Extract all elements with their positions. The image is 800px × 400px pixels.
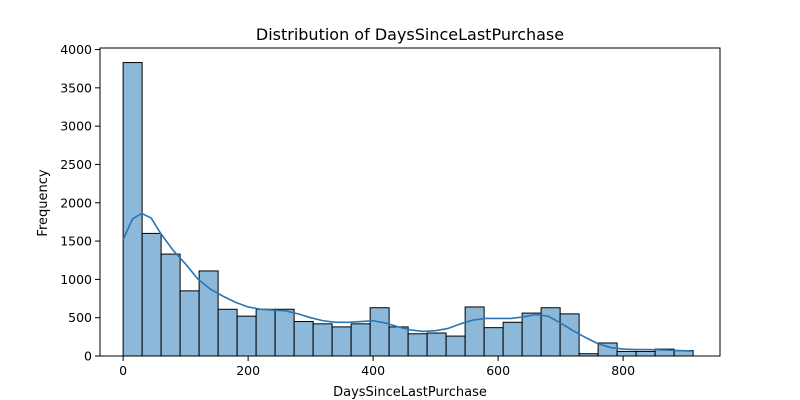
histogram-bar xyxy=(616,350,637,357)
histogram-bar xyxy=(122,62,143,357)
x-axis-label: DaysSinceLastPurchase xyxy=(333,385,487,400)
x-tick-label: 0 xyxy=(119,363,127,378)
histogram-bar xyxy=(350,323,371,357)
histogram-bar xyxy=(635,350,656,357)
y-tick-label: 3500 xyxy=(60,80,92,95)
bars-layer xyxy=(122,62,694,357)
y-tick-label: 3000 xyxy=(60,119,92,134)
histogram-bar xyxy=(388,326,409,357)
histogram-bar xyxy=(274,308,295,357)
plot-frame xyxy=(99,47,721,357)
x-tick-label: 600 xyxy=(486,363,510,378)
y-tick-label: 4000 xyxy=(60,42,92,57)
y-axis-label: Frequency xyxy=(36,169,51,236)
histogram-bar xyxy=(369,307,390,357)
histogram-bar xyxy=(312,323,333,357)
x-tick-label: 400 xyxy=(361,363,385,378)
histogram-bar xyxy=(236,315,257,357)
x-tick-label: 800 xyxy=(611,363,635,378)
histogram-bar xyxy=(160,253,181,357)
y-tick-label: 0 xyxy=(84,349,92,364)
chart-title: Distribution of DaysSinceLastPurchase xyxy=(256,25,564,44)
histogram-bar xyxy=(179,290,200,357)
kde-line xyxy=(122,212,692,352)
histogram-bar xyxy=(293,321,314,357)
histogram-bar xyxy=(521,312,542,357)
histogram-bar xyxy=(217,308,238,357)
histogram-bar xyxy=(255,308,276,357)
y-tick-label: 1500 xyxy=(60,234,92,249)
histogram-bar xyxy=(502,321,523,357)
y-tick-label: 2000 xyxy=(60,195,92,210)
y-tick-label: 2500 xyxy=(60,157,92,172)
x-tick-label: 200 xyxy=(236,363,260,378)
histogram-bar xyxy=(331,326,352,357)
histogram-bar xyxy=(407,333,428,357)
kde-layer xyxy=(122,212,692,352)
histogram-bar xyxy=(141,232,162,357)
y-tick-label: 500 xyxy=(68,310,92,325)
histogram-bar xyxy=(483,327,504,357)
histogram-bar xyxy=(559,313,580,357)
histogram-bar xyxy=(198,270,219,357)
y-tick-label: 1000 xyxy=(60,272,92,287)
histogram-bar xyxy=(426,332,447,357)
histogram-bar xyxy=(464,306,485,357)
axes-layer: 0 200 400 600 800 0 500 1000 1500 2000 2500 3000 350… xyxy=(60,42,721,378)
histogram-bar xyxy=(445,335,466,357)
